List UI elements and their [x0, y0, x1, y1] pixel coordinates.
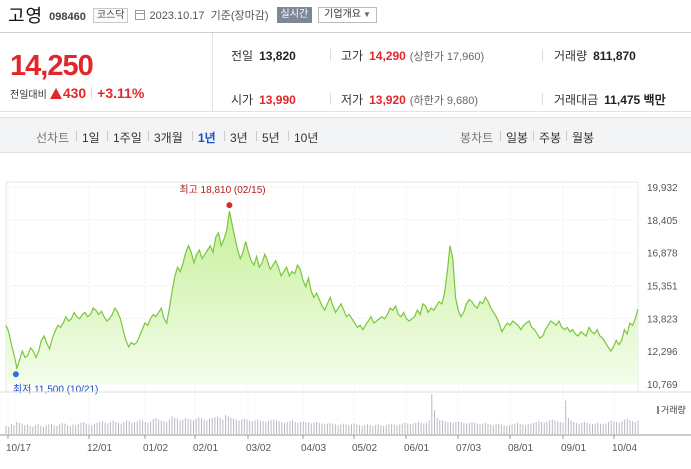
tab-monthly-candle[interactable]: 월봉: [572, 131, 595, 145]
stock-header: 고영 098460 코스닥 2023.10.17 기준(장마감) 실시간 기업개…: [0, 0, 691, 30]
y-tick-label: 18,405: [647, 216, 678, 227]
divider: [192, 131, 193, 141]
divider: [148, 131, 149, 141]
chevron-down-icon: ▼: [362, 10, 371, 19]
company-overview-label: 기업개요: [324, 9, 361, 20]
volume-label: 거래량: [554, 49, 588, 63]
x-tick-label: 07/03: [456, 443, 481, 454]
price-chart[interactable]: 19,932 18,405 16,878 15,351 13,823 12,296 10,7…: [0, 154, 691, 469]
divider: [533, 131, 534, 141]
open-stat: 시가 13,990: [231, 91, 296, 108]
candle-chart-label: 봉차트: [460, 131, 494, 145]
open-label: 시가: [231, 93, 254, 107]
volume-value: 811,870: [593, 49, 636, 63]
tab-3y[interactable]: 3년: [230, 131, 248, 145]
amount-stat: 거래대금 11,475 백만: [554, 91, 666, 108]
x-tick-label: 02/01: [193, 443, 218, 454]
price-area: [6, 211, 638, 384]
low-value: 13,920: [369, 93, 406, 107]
prev-close-label: 전일: [231, 49, 254, 63]
divider: [256, 131, 257, 141]
high-label: 고가: [341, 49, 364, 63]
x-tick-label: 01/02: [143, 443, 168, 454]
price-summary: 14,250 전일대비 430 +3.11% 전일 13,820 고가 14,2…: [0, 32, 691, 112]
divider: [91, 87, 93, 99]
low-marker: [12, 371, 19, 378]
divider: [330, 93, 331, 105]
divider: [224, 131, 225, 141]
prev-close-stat: 전일 13,820: [231, 47, 296, 64]
x-tick-label: 05/02: [352, 443, 377, 454]
tab-weekly-candle[interactable]: 주봉: [539, 131, 562, 145]
y-tick-label: 15,351: [647, 282, 678, 293]
tab-3m[interactable]: 3개월: [154, 131, 183, 145]
price-change: 전일대비 430 +3.11%: [10, 85, 144, 101]
y-tick-label: 12,296: [647, 347, 678, 358]
high-value: 14,290: [369, 49, 406, 63]
stock-code: 098460: [49, 10, 86, 23]
tab-10y[interactable]: 10년: [294, 131, 319, 145]
volume-stat: 거래량 811,870: [554, 47, 636, 64]
volume-legend-icon: [657, 406, 659, 414]
divider: [107, 131, 108, 141]
y-tick-label: 19,932: [647, 183, 678, 194]
market-badge: 코스닥: [92, 7, 129, 23]
x-tick-label: 10/04: [612, 443, 637, 454]
low-stat: 저가 13,920 (하한가 9,680): [341, 91, 478, 108]
realtime-button[interactable]: 실시간: [276, 7, 313, 23]
upper-limit: (상한가 17,960): [409, 51, 485, 63]
current-price-panel: 14,250 전일대비 430 +3.11%: [0, 33, 213, 112]
high-annotation: 최고 18,810 (02/15): [179, 184, 265, 196]
price-chart-svg: 19,932 18,405 16,878 15,351 13,823 12,296 10,7…: [0, 181, 691, 454]
high-marker: [226, 202, 233, 209]
y-tick-label: 16,878: [647, 249, 678, 260]
volume-label: 거래량: [661, 404, 686, 415]
tab-1y[interactable]: 1년: [198, 131, 216, 145]
lower-limit: (하한가 9,680): [409, 95, 479, 107]
tab-daily-candle[interactable]: 일봉: [506, 131, 529, 145]
chart-period-tabs: 선차트 1일 1주일 3개월 1년 3년 5년 10년 봉차트 일봉 주봉 월봉: [0, 117, 691, 153]
tab-1d[interactable]: 1일: [82, 131, 100, 145]
x-tick-label: 10/17: [6, 443, 31, 454]
x-tick-label: 09/01: [561, 443, 586, 454]
divider: [566, 131, 567, 141]
x-tick-label: 06/01: [404, 443, 429, 454]
stock-name: 고영: [8, 6, 44, 26]
current-price: 14,250: [10, 50, 94, 82]
base-date: 2023.10.17 기준(장마감): [149, 10, 269, 22]
divider: [542, 49, 543, 61]
x-tick-label: 12/01: [87, 443, 112, 454]
tab-1w[interactable]: 1주일: [113, 131, 142, 145]
divider: [288, 131, 289, 141]
line-chart-label: 선차트: [36, 131, 70, 145]
y-tick-label: 10,769: [647, 380, 678, 391]
divider: [542, 93, 543, 105]
amount-value: 11,475 백만: [604, 93, 666, 107]
company-overview-button[interactable]: 기업개요 ▼: [318, 7, 377, 23]
change-percent: +3.11%: [97, 85, 145, 101]
up-arrow-icon: [49, 87, 62, 99]
divider: [500, 131, 501, 141]
tab-5y[interactable]: 5년: [262, 131, 280, 145]
low-label: 저가: [341, 93, 364, 107]
prev-close-value: 13,820: [259, 49, 296, 63]
x-tick-label: 04/03: [301, 443, 326, 454]
divider: [330, 49, 331, 61]
divider: [76, 131, 77, 141]
x-tick-label: 03/02: [246, 443, 271, 454]
x-tick-label: 08/01: [508, 443, 533, 454]
change-label: 전일대비: [10, 89, 47, 101]
calendar-icon: [135, 10, 146, 20]
high-stat: 고가 14,290 (상한가 17,960): [341, 47, 484, 64]
price-line: [5, 210, 639, 371]
amount-label: 거래대금: [554, 93, 599, 107]
y-tick-label: 13,823: [647, 314, 678, 325]
change-amount: 430: [62, 85, 87, 101]
open-value: 13,990: [259, 93, 296, 107]
low-annotation: 최저 11,500 (10/21): [13, 383, 99, 395]
